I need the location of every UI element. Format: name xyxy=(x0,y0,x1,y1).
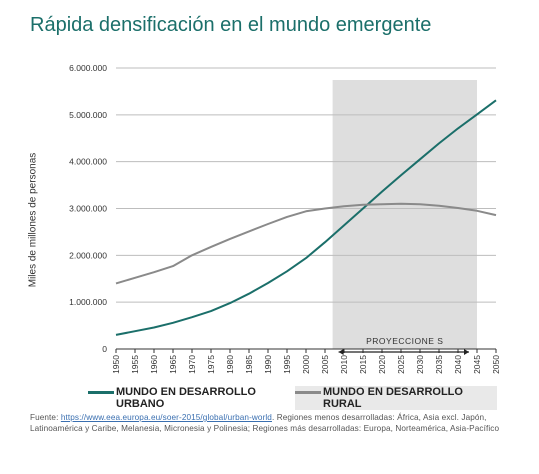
source-prefix: Fuente: xyxy=(30,413,61,422)
legend-item-rural: MUNDO EN DESARROLLO RURAL xyxy=(295,386,497,410)
x-tick-label: 2050 xyxy=(491,355,501,374)
x-tick-label: 2005 xyxy=(320,355,330,374)
x-tick-label: 1980 xyxy=(225,355,235,374)
x-tick-label: 2015 xyxy=(358,355,368,374)
source-note: Fuente: https://www.eea.europa.eu/soer-2… xyxy=(30,412,500,434)
x-tick-label: 1970 xyxy=(187,355,197,374)
x-tick-label: 2040 xyxy=(453,355,463,374)
y-tick-label: 0 xyxy=(102,344,107,354)
legend-label-rural: MUNDO EN DESARROLLO RURAL xyxy=(323,386,463,410)
projection-band xyxy=(332,80,477,349)
x-tick-label: 2010 xyxy=(339,355,349,374)
y-tick-label: 5.000.000 xyxy=(69,110,107,120)
x-tick-label: 2045 xyxy=(472,355,482,374)
x-tick-label: 1955 xyxy=(130,355,140,374)
y-tick-label: 3.000.000 xyxy=(69,204,107,214)
x-tick-label: 2025 xyxy=(396,355,406,374)
chart-title: Rápida densificación en el mundo emergen… xyxy=(30,14,432,36)
x-tick-label: 1995 xyxy=(282,355,292,374)
x-tick-label: 1960 xyxy=(149,355,159,374)
legend-swatch-urban xyxy=(88,391,114,394)
projection-arrow-left xyxy=(338,349,344,355)
projection-label: PROYECCIONE S xyxy=(366,336,443,346)
source-link[interactable]: https://www.eea.europa.eu/soer-2015/glob… xyxy=(60,413,272,422)
y-tick-label: 4.000.000 xyxy=(69,157,107,167)
source-rest: . Regiones menos desarrolladas: África, … xyxy=(30,413,500,433)
series-line-urban xyxy=(115,99,497,336)
y-axis-label: Miles de millones de personas xyxy=(27,152,39,288)
x-tick-label: 1975 xyxy=(206,355,216,374)
x-tick-label: 1950 xyxy=(111,355,121,374)
x-tick-label: 2000 xyxy=(301,355,311,374)
x-tick-label: 1990 xyxy=(263,355,273,374)
x-tick-label: 1965 xyxy=(168,355,178,374)
projection-arrow-right xyxy=(464,349,469,355)
y-tick-label: 6.000.000 xyxy=(69,63,107,73)
y-tick-label: 1.000.000 xyxy=(69,297,107,307)
x-tick-label: 2020 xyxy=(377,355,387,374)
legend-swatch-rural xyxy=(295,391,321,394)
x-tick-label: 2035 xyxy=(434,355,444,374)
legend-label-urban: MUNDO EN DESARROLLO URBANO xyxy=(116,386,256,410)
x-tick-label: 1985 xyxy=(244,355,254,374)
x-tick-label: 2030 xyxy=(415,355,425,374)
y-tick-label: 2.000.000 xyxy=(69,250,107,260)
legend-item-urban: MUNDO EN DESARROLLO URBANO xyxy=(88,386,266,410)
series-line-rural xyxy=(115,202,497,285)
